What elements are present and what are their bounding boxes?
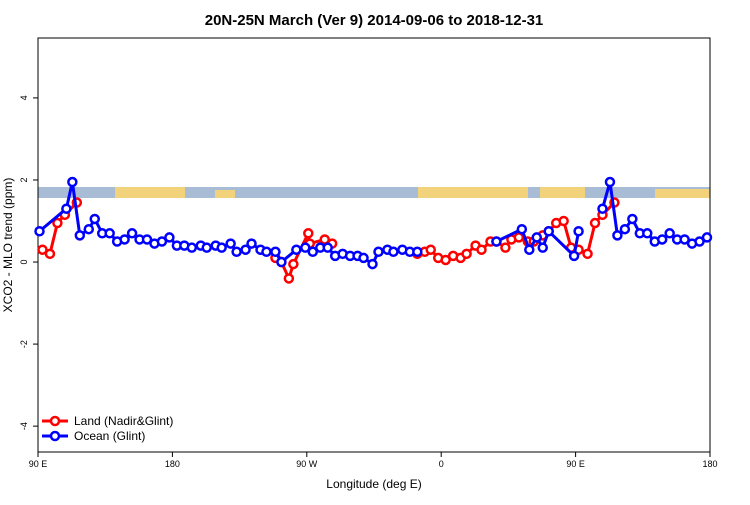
y-tick-label: 0 (19, 260, 29, 265)
point (568, 250, 580, 262)
point (119, 234, 130, 245)
legend-label: Ocean (Glint) (74, 429, 145, 443)
point (276, 256, 287, 268)
point (300, 242, 311, 253)
point (89, 213, 100, 225)
point (524, 244, 535, 255)
plot-frame (37, 37, 711, 453)
legend-marker (49, 415, 61, 427)
point (164, 232, 175, 243)
point (543, 226, 554, 237)
point (513, 232, 525, 243)
point (61, 203, 72, 214)
point (500, 242, 511, 253)
point (627, 213, 638, 225)
point (619, 223, 631, 235)
map-strip (38, 187, 710, 198)
point (701, 232, 713, 243)
point (597, 203, 608, 214)
legend-label: Land (Nadir&Glint) (74, 414, 173, 428)
point (231, 246, 242, 258)
y-tick-label: -2 (19, 340, 29, 348)
point (246, 238, 257, 249)
point (44, 248, 56, 260)
point (573, 226, 584, 237)
point (531, 232, 543, 243)
point (694, 236, 705, 247)
x-tick-label: 180 (702, 459, 717, 469)
point (367, 258, 378, 270)
point (537, 242, 548, 253)
point (656, 234, 668, 245)
point (664, 228, 675, 239)
point (604, 176, 616, 188)
point (291, 244, 302, 255)
point (322, 242, 333, 253)
point (126, 228, 138, 239)
point (516, 223, 528, 235)
point (558, 215, 569, 227)
point (373, 246, 384, 258)
y-tick-label: 4 (19, 95, 29, 100)
point (461, 248, 472, 260)
point (270, 246, 281, 258)
point (358, 252, 369, 264)
point (74, 230, 86, 241)
point (37, 244, 48, 255)
point (303, 228, 314, 239)
point (34, 226, 45, 237)
y-tick-label: 2 (19, 177, 29, 182)
y-axis-label: XCO2 - MLO trend (ppm) (1, 178, 15, 313)
point (141, 234, 153, 245)
point (425, 244, 436, 255)
point (216, 242, 227, 253)
x-tick-label: 90 W (296, 459, 318, 469)
point (612, 230, 623, 241)
point (491, 236, 502, 247)
x-tick-label: 0 (439, 459, 444, 469)
point (582, 248, 593, 260)
point (288, 258, 299, 270)
point (589, 217, 601, 229)
point (52, 217, 63, 229)
x-tick-label: 180 (165, 459, 180, 469)
x-tick-label: 90 E (29, 459, 48, 469)
x-axis-label: Longitude (deg E) (326, 477, 421, 491)
point (440, 254, 451, 266)
point (412, 246, 423, 258)
point (283, 273, 295, 284)
point (201, 242, 212, 253)
point (476, 244, 487, 255)
point (240, 244, 251, 255)
point (642, 228, 653, 239)
point (186, 242, 198, 253)
legend-marker (49, 430, 61, 442)
x-tick-label: 90 E (566, 459, 585, 469)
point (156, 236, 168, 247)
point (679, 234, 690, 245)
point (388, 246, 399, 258)
point (104, 228, 115, 239)
point (67, 176, 78, 188)
point (83, 223, 95, 235)
point (307, 246, 319, 258)
point (261, 246, 272, 258)
point (225, 238, 236, 249)
y-tick-label: -4 (19, 422, 29, 430)
chart-title: 20N-25N March (Ver 9) 2014-09-06 to 2018… (205, 12, 544, 29)
